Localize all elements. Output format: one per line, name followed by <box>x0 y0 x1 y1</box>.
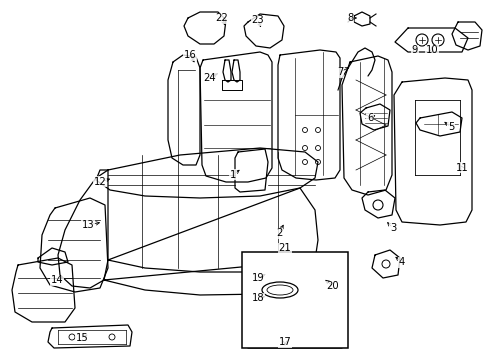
Text: 21: 21 <box>278 243 291 253</box>
Text: 3: 3 <box>389 223 395 233</box>
Text: 6: 6 <box>366 113 372 123</box>
Text: 1: 1 <box>229 170 236 180</box>
Text: 16: 16 <box>183 50 196 60</box>
Text: 20: 20 <box>326 281 339 291</box>
Circle shape <box>260 258 280 278</box>
Text: 17: 17 <box>278 337 291 347</box>
Text: 5: 5 <box>447 122 453 132</box>
Text: 12: 12 <box>93 177 106 187</box>
Text: 13: 13 <box>81 220 94 230</box>
Text: 11: 11 <box>455 163 468 173</box>
Text: 19: 19 <box>251 273 264 283</box>
Ellipse shape <box>262 282 297 298</box>
Circle shape <box>280 258 299 278</box>
Bar <box>242 252 347 348</box>
Text: 22: 22 <box>215 13 228 23</box>
Text: 2: 2 <box>275 228 282 238</box>
Text: 4: 4 <box>398 257 404 267</box>
Text: 8: 8 <box>346 13 352 23</box>
Text: 23: 23 <box>251 15 264 25</box>
Text: 18: 18 <box>251 293 264 303</box>
Text: 10: 10 <box>425 45 437 55</box>
Text: 24: 24 <box>203 73 216 83</box>
Text: 14: 14 <box>51 275 63 285</box>
Text: 9: 9 <box>411 45 417 55</box>
Text: 15: 15 <box>76 333 88 343</box>
Text: 7: 7 <box>336 67 343 77</box>
